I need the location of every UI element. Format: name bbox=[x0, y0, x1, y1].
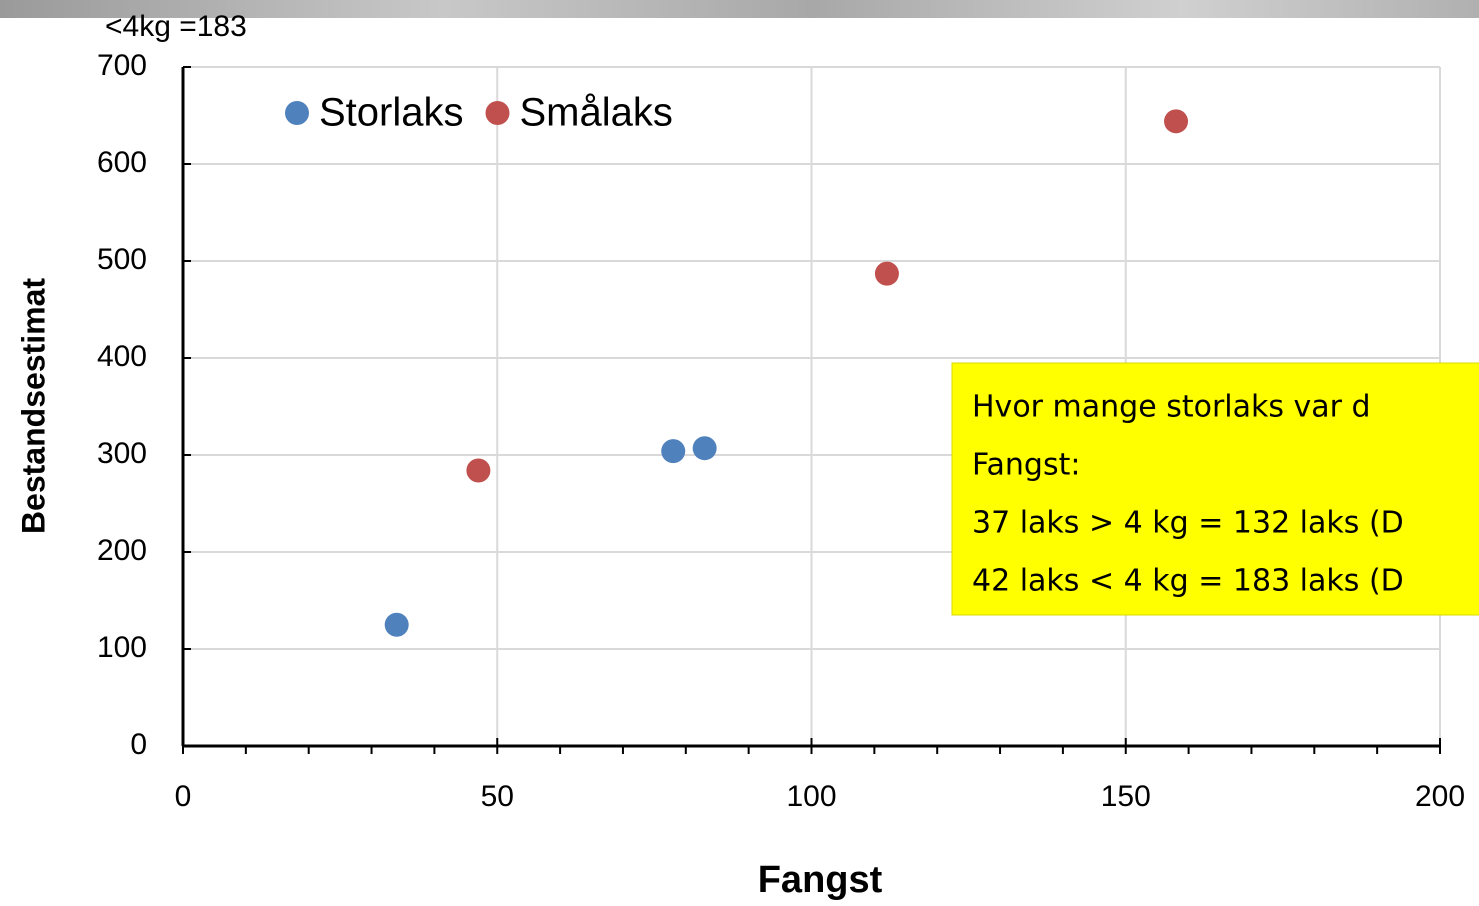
y-tick-label: 0 bbox=[130, 728, 147, 761]
point bbox=[1164, 109, 1189, 134]
x-tick-label: 50 bbox=[481, 780, 514, 813]
y-tick-label: 300 bbox=[97, 437, 147, 470]
y-tick-label: 200 bbox=[97, 534, 147, 567]
x-axis-label: Fangst bbox=[758, 859, 883, 901]
y-tick-label: 400 bbox=[97, 340, 147, 373]
x-tick-label: 100 bbox=[786, 780, 836, 813]
annotation-line: 37 laks > 4 kg = 132 laks (D bbox=[972, 506, 1404, 541]
x-tick-label: 150 bbox=[1101, 780, 1151, 813]
legend-label: Storlaks bbox=[319, 91, 464, 135]
y-tick-label: 500 bbox=[97, 243, 147, 276]
point bbox=[874, 261, 899, 286]
point bbox=[466, 458, 491, 483]
annotation-box bbox=[951, 362, 1479, 616]
y-tick-label: 700 bbox=[97, 49, 147, 82]
y-tick-label: 100 bbox=[97, 631, 147, 664]
top-note: <4kg =183 bbox=[105, 10, 247, 43]
point bbox=[692, 436, 717, 461]
legend-marker bbox=[485, 101, 510, 125]
y-tick-label: 600 bbox=[97, 146, 147, 179]
y-axis-label: Bestandsestimat bbox=[15, 278, 51, 534]
x-tick-label: 0 bbox=[175, 780, 192, 813]
point bbox=[384, 612, 409, 637]
x-tick-label: 200 bbox=[1415, 780, 1465, 813]
annotation-line: Fangst: bbox=[972, 448, 1080, 483]
header-strip bbox=[0, 0, 1479, 18]
annotation-line: Hvor mange storlaks var d bbox=[972, 390, 1371, 425]
annotation-line: 42 laks < 4 kg = 183 laks (D bbox=[972, 564, 1404, 599]
legend-marker bbox=[285, 101, 309, 125]
point bbox=[661, 439, 686, 464]
legend-label: Smålaks bbox=[520, 91, 673, 135]
